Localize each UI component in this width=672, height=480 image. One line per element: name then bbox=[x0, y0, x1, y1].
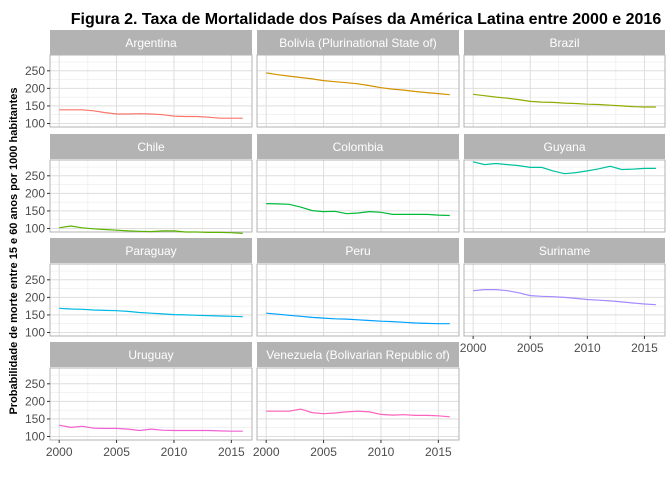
y-tick-label: 250 bbox=[25, 273, 45, 287]
panel-border bbox=[256, 367, 460, 441]
y-tick-label: 200 bbox=[25, 81, 45, 95]
series-line-bolivia-plurinational-state-of bbox=[266, 72, 450, 96]
x-tick-label: 2005 bbox=[310, 445, 337, 459]
x-tick-label: 2000 bbox=[460, 341, 487, 355]
facet-panel-guyana: Guyana bbox=[463, 134, 666, 233]
panel-border bbox=[49, 263, 253, 337]
x-tick-label: 2015 bbox=[631, 341, 658, 355]
x-tick-label: 2010 bbox=[161, 445, 188, 459]
series-line-peru bbox=[266, 312, 450, 325]
panel-border bbox=[463, 54, 666, 128]
y-tick-label: 150 bbox=[25, 204, 45, 218]
facet-panel-argentina: Argentina 100 150 200 250 bbox=[25, 30, 253, 130]
y-tick-label: 100 bbox=[25, 116, 45, 130]
facet-panel-chile: Chile 100 150 200 250 bbox=[25, 134, 253, 235]
series-line-chile bbox=[59, 225, 243, 234]
facet-strip bbox=[50, 238, 252, 263]
series-line-argentina bbox=[59, 109, 243, 119]
y-tick-label: 150 bbox=[25, 308, 45, 322]
y-tick-label: 250 bbox=[25, 64, 45, 78]
y-tick-label: 250 bbox=[25, 377, 45, 391]
facet-panel-peru: Peru bbox=[256, 238, 460, 337]
facet-strip-label: Paraguay bbox=[125, 244, 176, 258]
facet-strip bbox=[257, 342, 459, 367]
facet-panel-paraguay: Paraguay 100 150 200 250 bbox=[25, 238, 253, 339]
facet-strip-label: Suriname bbox=[539, 244, 591, 258]
panel-border bbox=[256, 263, 460, 337]
series-line-uruguay bbox=[59, 424, 243, 432]
facet-panel-uruguay: Uruguay 100 150 200 250 2000 2005 2010 2015 bbox=[25, 342, 253, 459]
facet-strip-label: Brazil bbox=[549, 36, 579, 50]
y-tick-label: 200 bbox=[25, 186, 45, 200]
x-tick-label: 2015 bbox=[218, 445, 245, 459]
panel-border bbox=[256, 54, 460, 128]
facet-strip-label: Peru bbox=[345, 244, 370, 258]
facet-strip bbox=[257, 134, 459, 159]
panel-border bbox=[463, 159, 666, 233]
facet-grid: Argentina 100 150 200 250 Bolivia (Plurinatio… bbox=[25, 30, 666, 459]
facet-panel-venezuela-bolivarian-republic-of: Venezuela (Bolivarian Republic of) 2000 20… bbox=[253, 342, 460, 459]
x-tick-label: 2000 bbox=[46, 445, 73, 459]
panel-border bbox=[463, 263, 666, 337]
facet-strip bbox=[50, 30, 252, 55]
x-tick-label: 2000 bbox=[253, 445, 280, 459]
facet-strip bbox=[50, 342, 252, 367]
y-tick-label: 200 bbox=[25, 394, 45, 408]
facet-strip bbox=[464, 134, 665, 159]
facet-strip-label: Colombia bbox=[333, 140, 384, 154]
facet-strip bbox=[50, 134, 252, 159]
series-line-brazil bbox=[473, 93, 656, 108]
panel-border bbox=[49, 159, 253, 233]
series-line-paraguay bbox=[59, 307, 243, 318]
y-tick-label: 100 bbox=[25, 325, 45, 339]
facet-panel-brazil: Brazil bbox=[463, 30, 666, 128]
x-tick-label: 2010 bbox=[368, 445, 395, 459]
facet-strip-label: Guyana bbox=[543, 140, 585, 154]
x-tick-label: 2010 bbox=[574, 341, 601, 355]
facet-panel-bolivia-plurinational-state-of: Bolivia (Plurinational State of) bbox=[256, 30, 460, 128]
facet-strip bbox=[257, 238, 459, 263]
series-line-venezuela-bolivarian-republic-of bbox=[266, 408, 450, 418]
series-line-suriname bbox=[473, 289, 656, 306]
y-axis-label: Probabilidade de morte entre 15 e 60 ano… bbox=[8, 87, 20, 414]
y-tick-label: 100 bbox=[25, 429, 45, 443]
y-tick-label: 150 bbox=[25, 412, 45, 426]
facet-strip-label: Bolivia (Plurinational State of) bbox=[279, 36, 436, 50]
x-tick-label: 2015 bbox=[425, 445, 452, 459]
facet-strip bbox=[464, 30, 665, 55]
x-tick-label: 2005 bbox=[517, 341, 544, 355]
y-tick-label: 150 bbox=[25, 99, 45, 113]
facet-strip bbox=[464, 238, 665, 263]
facet-strip bbox=[257, 30, 459, 55]
series-line-guyana bbox=[472, 161, 656, 175]
y-tick-label: 100 bbox=[25, 221, 45, 235]
chart-title: Figura 2. Taxa de Mortalidade dos Países… bbox=[71, 11, 662, 28]
panel-border bbox=[49, 54, 253, 128]
facet-panel-colombia: Colombia bbox=[256, 134, 460, 233]
facet-strip-label: Chile bbox=[137, 140, 165, 154]
y-tick-label: 250 bbox=[25, 169, 45, 183]
y-tick-label: 200 bbox=[25, 290, 45, 304]
facet-panel-suriname: Suriname 2000 2005 2010 2015 bbox=[460, 238, 666, 355]
panel-border bbox=[256, 159, 460, 233]
facet-strip-label: Argentina bbox=[125, 36, 177, 50]
series-line-colombia bbox=[266, 203, 450, 217]
facet-strip-label: Venezuela (Bolivarian Republic of) bbox=[266, 348, 449, 362]
facet-strip-label: Uruguay bbox=[128, 348, 173, 362]
x-tick-label: 2005 bbox=[103, 445, 130, 459]
panel-border bbox=[49, 367, 253, 441]
